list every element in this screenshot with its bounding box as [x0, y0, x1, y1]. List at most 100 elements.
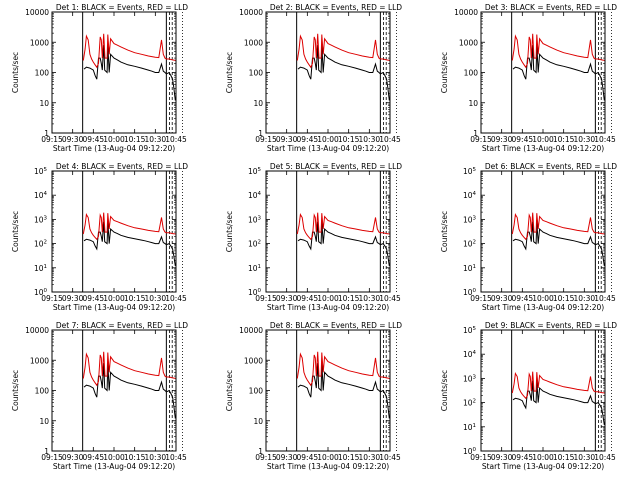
y-tick-label: 100: [34, 288, 48, 297]
x-tick-label: 09:45: [83, 294, 105, 303]
y-tick-label: 101: [463, 264, 476, 273]
x-axis-label: Start Time (13-Aug-04 09:12:20): [267, 144, 389, 153]
y-tick-label: 102: [34, 240, 47, 249]
x-axis-label: Start Time (13-Aug-04 09:12:20): [53, 462, 175, 471]
y-tick-label: 104: [463, 350, 477, 359]
y-tick-label: 101: [248, 264, 261, 273]
x-tick-label: 09:15: [255, 135, 277, 144]
x-tick-label: 10:15: [124, 453, 146, 462]
x-tick-label: 09:30: [276, 453, 298, 462]
detector-panel-7: 09:15 09:30 09:45 10:00 10:15 10:30 10:45 1 10 10…: [11, 321, 188, 471]
detector-panel-2: 09:15 09:30 09:45 10:00 10:15 10:30 10:45 1 10 10…: [225, 3, 402, 153]
events-series-line: [512, 45, 605, 101]
y-tick-label: 10: [39, 417, 49, 426]
y-tick-label: 104: [34, 191, 48, 200]
x-axis-label: Start Time (13-Aug-04 09:12:20): [53, 144, 175, 153]
y-tick-label: 1: [44, 447, 49, 456]
lld-series-line: [511, 371, 605, 400]
x-tick-label: 10:45: [165, 135, 187, 144]
y-tick-label: 100: [463, 447, 477, 456]
panel-title: Det 7: BLACK = Events, RED = LLD: [56, 321, 188, 330]
detector-panel-5: 09:15 09:30 09:45 10:00 10:15 10:30 10:45 100 10…: [225, 162, 402, 312]
x-tick-label: 10:00: [317, 453, 339, 462]
x-tick-label: 09:30: [62, 294, 84, 303]
events-series-line: [83, 221, 176, 266]
x-tick-label: 10:30: [574, 135, 596, 144]
y-tick-label: 10000: [25, 326, 49, 335]
x-tick-label: 10:00: [532, 294, 554, 303]
x-tick-label: 09:15: [41, 294, 63, 303]
x-tick-label: 09:30: [276, 294, 298, 303]
x-axis-label: Start Time (13-Aug-04 09:12:20): [53, 303, 175, 312]
x-tick-label: 10:45: [379, 453, 401, 462]
x-tick-label: 10:15: [124, 294, 146, 303]
x-tick-label: 09:45: [83, 135, 105, 144]
lld-series-line: [82, 33, 176, 69]
x-axis-label: Start Time (13-Aug-04 09:12:20): [267, 462, 389, 471]
x-tick-label: 10:30: [359, 294, 381, 303]
x-tick-label: 10:15: [553, 453, 575, 462]
y-tick-label: 100: [464, 69, 479, 78]
x-tick-label: 10:00: [317, 135, 339, 144]
y-axis-label: Counts/sec: [11, 211, 20, 252]
x-tick-label: 10:30: [574, 453, 596, 462]
y-tick-label: 100: [35, 69, 50, 78]
panel-title: Det 8: BLACK = Events, RED = LLD: [270, 321, 402, 330]
y-tick-label: 10000: [239, 8, 263, 17]
x-tick-label: 09:45: [297, 294, 319, 303]
x-tick-label: 09:15: [470, 294, 492, 303]
x-tick-label: 10:15: [338, 135, 360, 144]
x-tick-label: 10:30: [145, 294, 167, 303]
y-tick-label: 10: [39, 99, 49, 108]
y-tick-label: 10000: [454, 8, 478, 17]
x-tick-label: 10:30: [145, 453, 167, 462]
y-tick-label: 100: [248, 288, 262, 297]
y-axis-label: Counts/sec: [440, 52, 449, 93]
x-tick-label: 10:30: [145, 135, 167, 144]
x-tick-label: 09:15: [255, 294, 277, 303]
panel-title: Det 9: BLACK = Events, RED = LLD: [485, 321, 617, 330]
lld-series-line: [82, 212, 176, 241]
y-axis-label: Counts/sec: [440, 211, 449, 252]
x-tick-label: 10:30: [359, 135, 381, 144]
y-tick-label: 105: [248, 167, 262, 176]
y-tick-label: 100: [249, 69, 264, 78]
panel-title: Det 1: BLACK = Events, RED = LLD: [56, 3, 188, 12]
x-tick-label: 09:45: [512, 294, 534, 303]
y-tick-label: 10000: [25, 8, 49, 17]
y-tick-label: 103: [463, 215, 477, 224]
x-tick-label: 10:00: [103, 294, 125, 303]
lld-series-line: [511, 212, 605, 241]
detector-panel-3: 09:15 09:30 09:45 10:00 10:15 10:30 10:45 1 10 10…: [440, 3, 617, 153]
events-series-line: [297, 221, 390, 266]
y-tick-label: 1: [473, 129, 478, 138]
x-tick-label: 09:30: [491, 453, 513, 462]
y-tick-label: 105: [463, 167, 477, 176]
x-tick-label: 10:15: [553, 135, 575, 144]
events-series-line: [512, 221, 605, 266]
detector-panel-8: 09:15 09:30 09:45 10:00 10:15 10:30 10:45 1 10 10…: [225, 321, 402, 471]
detector-panel-1: 09:15 09:30 09:45 10:00 10:15 10:30 10:45 1 10 10…: [11, 3, 188, 153]
y-tick-label: 101: [34, 264, 47, 273]
x-tick-label: 09:30: [62, 135, 84, 144]
x-tick-label: 09:15: [41, 453, 63, 462]
y-tick-label: 1: [44, 129, 49, 138]
y-axis-label: Counts/sec: [11, 370, 20, 411]
y-axis-label: Counts/sec: [225, 52, 234, 93]
detector-panel-4: 09:15 09:30 09:45 10:00 10:15 10:30 10:45 100 10…: [11, 162, 188, 312]
x-tick-label: 09:30: [276, 135, 298, 144]
detector-panel-9: 09:15 09:30 09:45 10:00 10:15 10:30 10:45 100 10…: [440, 321, 617, 471]
x-tick-label: 10:45: [594, 135, 616, 144]
x-tick-label: 10:45: [594, 294, 616, 303]
panel-title: Det 6: BLACK = Events, RED = LLD: [485, 162, 617, 171]
x-tick-label: 09:15: [470, 135, 492, 144]
x-tick-label: 10:45: [379, 294, 401, 303]
y-axis-label: Counts/sec: [440, 370, 449, 411]
x-axis-label: Start Time (13-Aug-04 09:12:20): [482, 303, 604, 312]
x-tick-label: 10:45: [379, 135, 401, 144]
y-tick-label: 102: [248, 240, 261, 249]
lld-series-line: [296, 212, 390, 241]
y-tick-label: 1: [258, 129, 263, 138]
y-tick-label: 102: [463, 240, 476, 249]
